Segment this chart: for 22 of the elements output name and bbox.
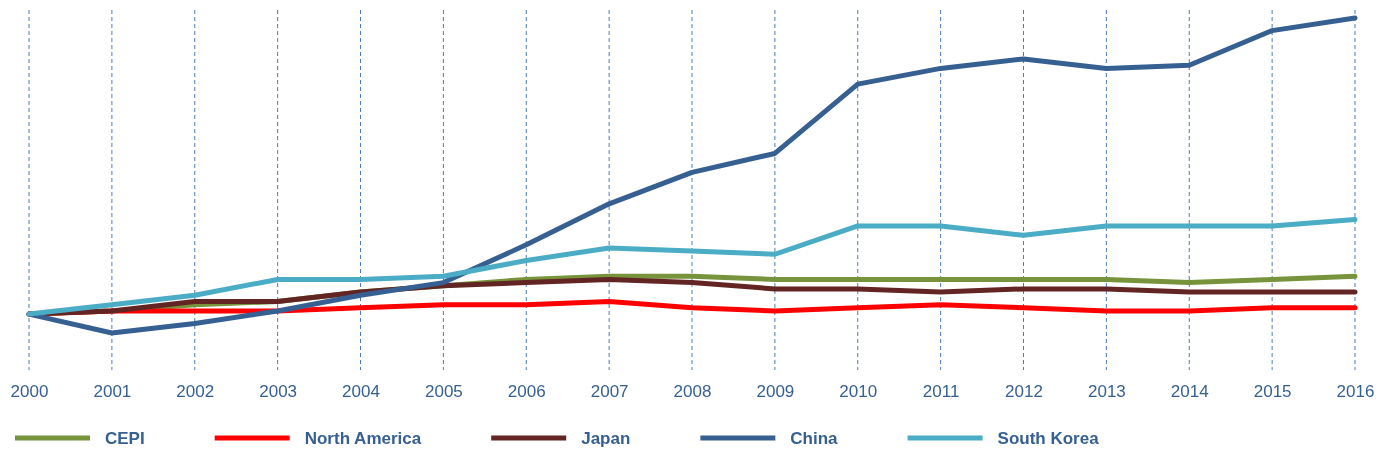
- x-tick-label: 2011: [922, 382, 960, 402]
- x-tick-label: 2014: [1170, 382, 1209, 402]
- x-tick-label: 2007: [590, 382, 629, 402]
- x-tick-label: 2015: [1253, 382, 1292, 402]
- x-tick-label: 2001: [93, 382, 132, 402]
- x-tick-label: 2000: [10, 382, 49, 402]
- x-tick-label: 2013: [1087, 382, 1126, 402]
- x-tick-label: 2009: [756, 382, 795, 402]
- legend-label: CEPI: [105, 429, 145, 448]
- x-tick-label: 2010: [839, 382, 878, 402]
- x-tick-label: 2016: [1336, 382, 1375, 402]
- legend-label: South Korea: [997, 429, 1100, 448]
- legend-label: North America: [304, 429, 422, 448]
- x-tick-label: 2003: [259, 382, 298, 402]
- x-tick-label: 2012: [1005, 382, 1043, 402]
- x-tick-label: 2002: [176, 382, 215, 402]
- legend-label: Japan: [581, 429, 631, 448]
- legend-label: China: [790, 429, 839, 448]
- x-tick-label: 2004: [342, 382, 380, 402]
- x-tick-label: 2005: [424, 382, 463, 402]
- x-tick-label: 2008: [673, 382, 712, 402]
- x-tick-label: 2006: [507, 382, 546, 402]
